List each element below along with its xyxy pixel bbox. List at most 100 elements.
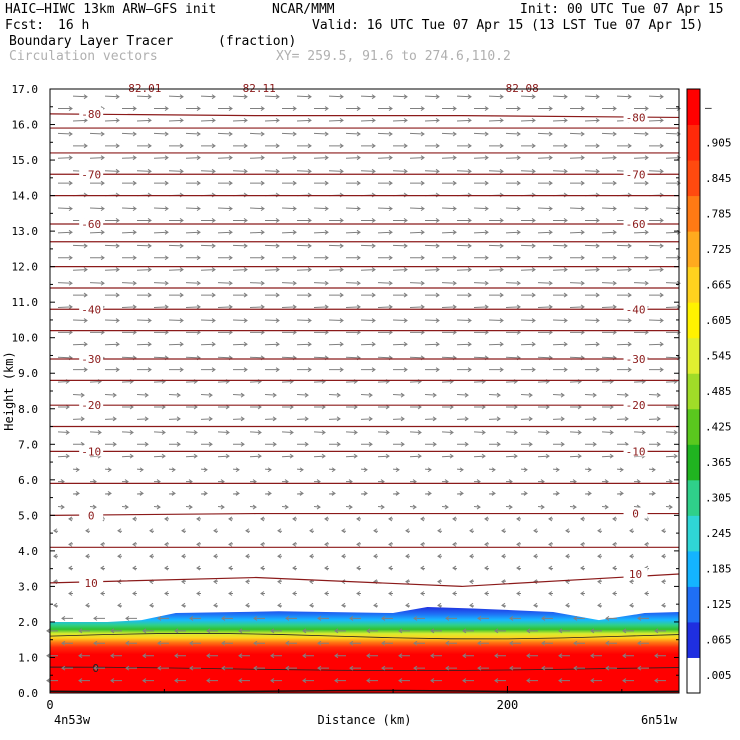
temperature-contour-label: -40: [81, 303, 101, 316]
colorbar-swatch: [687, 337, 700, 374]
temperature-contour-label: -30: [626, 353, 646, 366]
temperature-contour-label: 10: [85, 577, 98, 590]
vectors-label: Circulation vectors: [9, 49, 158, 64]
fcst-value: 16 h: [58, 18, 90, 33]
contour-label-bg: [79, 576, 104, 588]
contour-label-bg: [79, 303, 104, 315]
temperature-contour-label: 0: [88, 509, 95, 522]
contour-label-bg: [623, 507, 648, 519]
y-tick-label: 15.0: [12, 154, 39, 167]
y-tick-label: 14.0: [12, 190, 39, 203]
contour-label-bg: [623, 303, 648, 315]
valid-time: Valid: 16 UTC Tue 07 Apr 15 (13 LST Tue …: [312, 18, 704, 33]
circulation-vectors: [46, 94, 681, 683]
y-tick-label: 7.0: [18, 438, 38, 451]
colorbar-frame: [686, 88, 701, 694]
y-tick-label: 4.0: [18, 545, 38, 558]
terrain-line: [49, 689, 680, 693]
y-tick-label: 1.0: [18, 651, 38, 664]
contour-label-bg: [623, 445, 648, 457]
x-tick-label: 0: [46, 698, 53, 712]
y-tick-label: 9.0: [18, 367, 38, 380]
colorbar-swatch: [687, 550, 700, 587]
colorbar-swatch: [687, 408, 700, 445]
contour-label-bg: [79, 218, 104, 230]
org-label: NCAR/MMM: [272, 2, 335, 17]
colorbar-label: .305: [705, 492, 732, 505]
colorbar-swatch: [687, 373, 700, 410]
y-tick-label: 12.0: [12, 261, 39, 274]
contour-label-bg: [79, 445, 104, 457]
contour-label-bg: [623, 567, 648, 579]
temperature-contour-label: -70: [81, 168, 101, 181]
temperature-contour-label: -80: [626, 111, 646, 124]
temperature-contour-label: 0: [632, 508, 639, 521]
colorbar-swatch: [687, 302, 700, 339]
temperature-contour-label: -10: [81, 445, 101, 458]
colorbar-swatch: [687, 621, 700, 658]
colorbar-label: .905: [705, 136, 732, 149]
colorbar-label: .245: [705, 527, 732, 540]
colorbar-label: .605: [705, 314, 732, 327]
x-axis-label: Distance (km): [318, 713, 412, 727]
colorbar-swatch: [687, 479, 700, 516]
field-name: Boundary Layer Tracer: [9, 34, 174, 49]
contour-label-bg: [623, 353, 648, 365]
colorbar-label: .005: [705, 669, 732, 682]
temperature-contour-label: -40: [626, 303, 646, 316]
colorbar-swatch: [687, 89, 700, 126]
y-tick-label: 0.0: [18, 687, 38, 700]
x-left-location: 4n53w: [54, 713, 91, 727]
temperature-contour-label: -20: [626, 399, 646, 412]
y-tick-label: 16.0: [12, 119, 39, 132]
colorbar-label: .785: [705, 207, 732, 220]
temperature-contour-label: -80: [81, 108, 101, 121]
colorbar-swatch: [687, 195, 700, 232]
contour-label-bg: [623, 218, 648, 230]
y-tick-label: 10.0: [12, 332, 39, 345]
y-tick-label: 11.0: [12, 296, 39, 309]
colorbar-swatch: [687, 515, 700, 552]
x-right-location: 6n51w: [641, 713, 678, 727]
temperature-contour-label: -20: [81, 399, 101, 412]
temperature-contour-label: -30: [81, 353, 101, 366]
contour-label-bg: [623, 111, 648, 123]
tracer-contour: [49, 666, 680, 671]
y-tick-label: 13.0: [12, 225, 39, 238]
colorbar-swatch: [687, 160, 700, 197]
colorbar-swatch: [687, 124, 700, 161]
colorbar-swatch: [687, 444, 700, 481]
colorbar-label: .365: [705, 456, 732, 469]
colorbar-label: .485: [705, 385, 732, 398]
field-units: (fraction): [218, 34, 297, 49]
colorbar-label: .725: [705, 243, 732, 256]
fcst-label: Fcst:: [5, 18, 45, 33]
temperature-contour: [49, 113, 680, 119]
y-tick-label: 6.0: [18, 474, 38, 487]
temperature-contour-label: -60: [626, 218, 646, 231]
tracer-fill: [50, 607, 679, 693]
contour-label-bg: [79, 168, 104, 180]
y-tick-label: 3.0: [18, 580, 38, 593]
temperature-contour: [49, 573, 680, 588]
colorbar-label: .185: [705, 563, 732, 576]
temperature-contour-label: -70: [626, 168, 646, 181]
colorbar-swatch: [687, 586, 700, 623]
colorbar-swatch: [687, 657, 700, 694]
colorbar-label: .125: [705, 598, 732, 611]
y-tick-label: 17.0: [12, 83, 39, 96]
xy-coords: XY= 259.5, 91.6 to 274.6,110.2: [276, 49, 511, 64]
temperature-contour-label: -60: [81, 218, 101, 231]
temperature-contour-label: 10: [629, 568, 642, 581]
colorbar-label: .425: [705, 421, 732, 434]
temperature-contour: [49, 512, 679, 516]
temperature-contour-label: -10: [626, 445, 646, 458]
contour-label-bg: [79, 399, 104, 411]
contour-label-bg: [79, 353, 104, 365]
y-tick-label: 8.0: [18, 403, 38, 416]
init-time: Init: 00 UTC Tue 07 Apr 15: [520, 2, 724, 17]
y-axis-label: Height (km): [2, 351, 16, 430]
contour-label-bg: [79, 107, 104, 119]
x-tick-label: 200: [497, 698, 519, 712]
